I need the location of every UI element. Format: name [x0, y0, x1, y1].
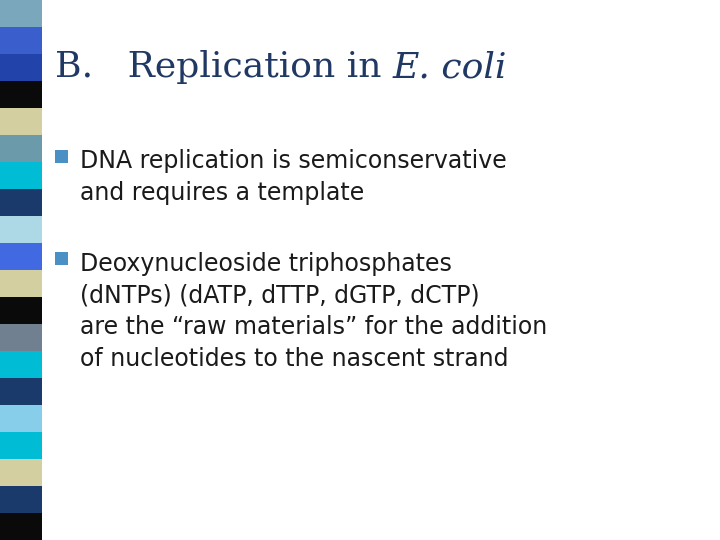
Text: DNA replication is semiconservative
and requires a template: DNA replication is semiconservative and … [80, 149, 507, 205]
Bar [0, 378, 42, 405]
Bar [0, 27, 42, 54]
Bar [0, 135, 42, 162]
Bar [55, 252, 68, 265]
Bar [0, 513, 42, 540]
Bar [0, 81, 42, 108]
Bar [0, 189, 42, 216]
Bar [0, 54, 42, 81]
Bar [0, 351, 42, 378]
Bar [0, 324, 42, 351]
Bar [55, 150, 68, 163]
Text: B.   Replication in: B. Replication in [55, 50, 393, 84]
Bar [0, 405, 42, 432]
Text: Deoxynucleoside triphosphates
(dNTPs) (dATP, dTTP, dGTP, dCTP)
are the “raw mate: Deoxynucleoside triphosphates (dNTPs) (d… [80, 252, 547, 371]
Bar [0, 297, 42, 324]
Bar [0, 486, 42, 513]
Bar [0, 243, 42, 270]
Bar [0, 216, 42, 243]
Bar [0, 0, 42, 27]
Bar [0, 162, 42, 189]
Text: E. coli: E. coli [393, 50, 508, 84]
Bar [0, 459, 42, 486]
Bar [0, 108, 42, 135]
Bar [0, 432, 42, 459]
Bar [0, 270, 42, 297]
